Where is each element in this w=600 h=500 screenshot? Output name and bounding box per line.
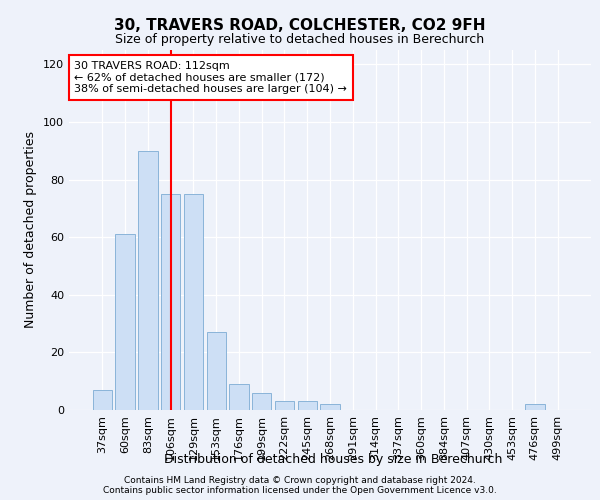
Text: Contains HM Land Registry data © Crown copyright and database right 2024.: Contains HM Land Registry data © Crown c… [124,476,476,485]
Bar [525,404,545,410]
Bar [161,194,181,410]
Bar [138,151,158,410]
Bar [252,392,271,410]
Bar [206,332,226,410]
Bar [320,404,340,410]
Bar [184,194,203,410]
Bar [115,234,135,410]
Text: 30, TRAVERS ROAD, COLCHESTER, CO2 9FH: 30, TRAVERS ROAD, COLCHESTER, CO2 9FH [114,18,486,32]
Text: Size of property relative to detached houses in Berechurch: Size of property relative to detached ho… [115,32,485,46]
Bar [93,390,112,410]
Y-axis label: Number of detached properties: Number of detached properties [25,132,37,328]
Bar [229,384,248,410]
Text: 30 TRAVERS ROAD: 112sqm
← 62% of detached houses are smaller (172)
38% of semi-d: 30 TRAVERS ROAD: 112sqm ← 62% of detache… [74,61,347,94]
Bar [298,402,317,410]
Text: Distribution of detached houses by size in Berechurch: Distribution of detached houses by size … [164,452,502,466]
Text: Contains public sector information licensed under the Open Government Licence v3: Contains public sector information licen… [103,486,497,495]
Bar [275,402,294,410]
